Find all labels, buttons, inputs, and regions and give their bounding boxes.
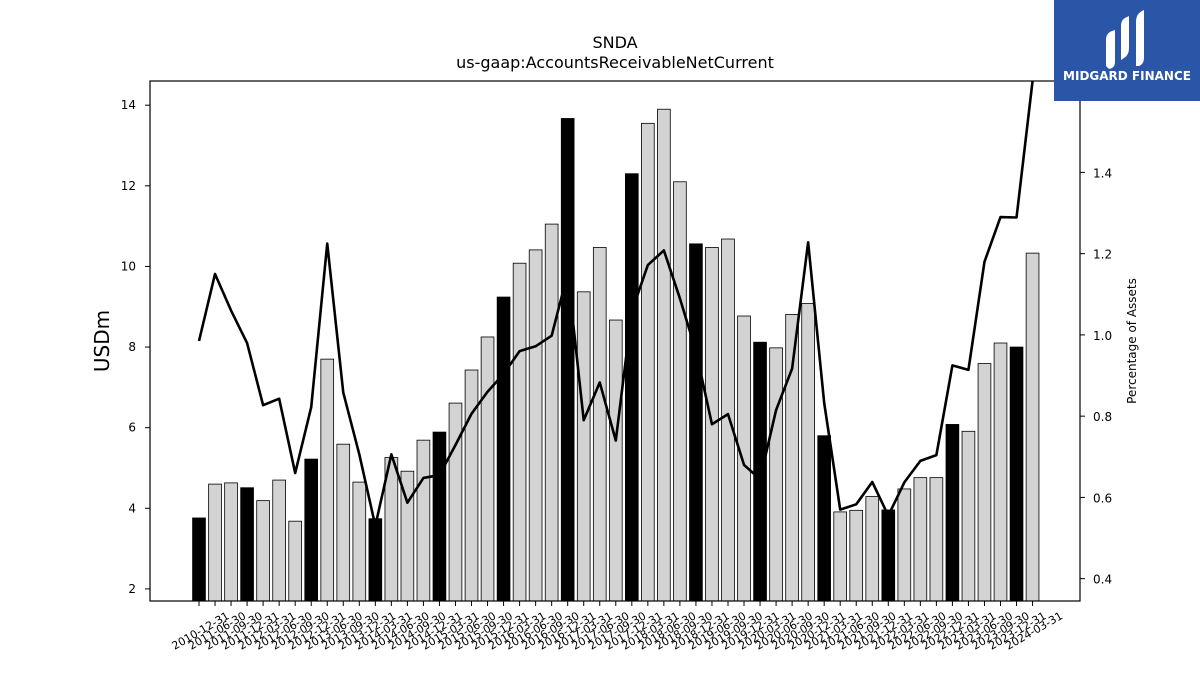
bar-22: [544, 223, 559, 602]
bar-44: [897, 488, 912, 602]
bar-8: [320, 358, 335, 602]
bar-38: [801, 303, 815, 602]
left-tick-label-2: 6: [128, 421, 136, 435]
bar-23: [560, 118, 575, 602]
bar-42: [865, 496, 880, 602]
bar-4: [256, 500, 270, 602]
bar-0: [192, 517, 206, 602]
line-group: [197, 81, 1034, 528]
right-y-axis: 0.4 0.6 0.8 1.0 1.2 1.4: [1080, 166, 1112, 587]
bar-17: [464, 369, 479, 602]
bar-31: [689, 243, 703, 602]
right-tick-label-1: 0.6: [1093, 491, 1112, 505]
right-tick-label-2: 0.8: [1093, 410, 1112, 424]
left-tick-label-3: 8: [128, 340, 136, 354]
brand-logo: MIDGARD FINANCE: [1054, 0, 1200, 101]
bar-48: [961, 430, 976, 602]
bar-14: [416, 439, 431, 602]
left-tick-label-0: 2: [128, 582, 136, 596]
bar-9: [336, 443, 351, 602]
bar-18: [480, 336, 495, 602]
bar-37: [785, 313, 799, 602]
bar-34: [737, 315, 751, 602]
bar-28: [641, 122, 655, 602]
right-tick-label-3: 1.0: [1093, 329, 1112, 343]
bar-36: [769, 347, 783, 602]
bar-6: [288, 520, 302, 602]
bar-46: [929, 477, 944, 602]
bar-35: [753, 341, 767, 602]
bar-1: [208, 483, 222, 602]
bar-50: [993, 342, 1008, 602]
bar-49: [977, 363, 992, 602]
right-tick-label-0: 0.4: [1093, 573, 1112, 587]
right-tick-label-5: 1.4: [1093, 166, 1112, 180]
bar-10: [352, 481, 367, 602]
left-tick-label-1: 4: [128, 501, 136, 515]
chart-title: SNDA: [592, 33, 637, 52]
chart-subtitle: us-gaap:AccountsReceivableNetCurrent: [456, 53, 774, 72]
bar-33: [721, 238, 735, 602]
left-tick-label-5: 12: [121, 179, 136, 193]
bar-27: [625, 173, 639, 602]
bar-40: [833, 511, 847, 602]
bar-45: [913, 477, 928, 602]
bar-39: [817, 435, 831, 602]
left-y-axis: 2 4 6 8 10 12 14: [121, 98, 150, 596]
bar-11: [368, 518, 383, 602]
logo-mark-icon: [1106, 10, 1144, 69]
bar-25: [592, 247, 607, 602]
bar-30: [673, 181, 687, 602]
bar-group: [192, 108, 1040, 602]
logo-text: MIDGARD FINANCE: [1063, 69, 1191, 83]
bar-47: [945, 424, 960, 602]
left-tick-label-4: 10: [121, 259, 136, 273]
bar-29: [657, 108, 671, 602]
y-axis-label-left: USDm: [90, 310, 114, 372]
bar-15: [432, 431, 447, 602]
left-tick-label-6: 14: [121, 98, 136, 112]
bar-41: [849, 509, 864, 602]
bar-19: [496, 296, 511, 602]
bar-21: [528, 249, 543, 602]
series-line: [197, 81, 1034, 528]
bar-52: [1025, 252, 1040, 602]
bar-20: [512, 262, 527, 602]
x-axis: 2010-12-312011-06-302011-09-302011-12-31…: [170, 601, 1065, 653]
y-axis-label-right: Percentage of Assets: [1125, 278, 1139, 404]
bar-24: [576, 291, 591, 602]
bar-2: [224, 482, 238, 602]
right-tick-label-4: 1.2: [1093, 248, 1112, 262]
plot-frame: [149, 80, 1081, 602]
bar-5: [272, 479, 286, 602]
bar-3: [240, 487, 254, 602]
bar-7: [304, 458, 319, 602]
bar-43: [881, 509, 896, 602]
bar-51: [1009, 346, 1024, 602]
bar-16: [448, 402, 463, 602]
bar-26: [608, 319, 623, 602]
